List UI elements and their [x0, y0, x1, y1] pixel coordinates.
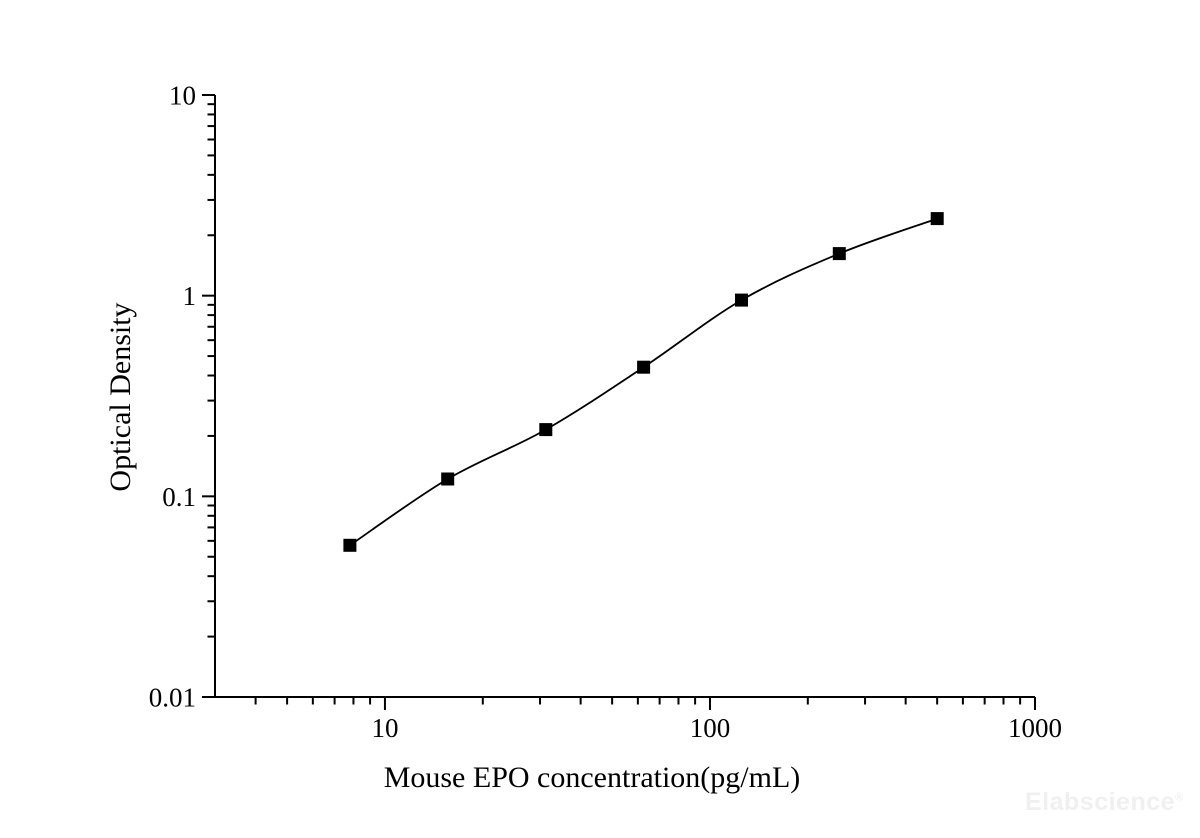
data-point-markers — [343, 212, 944, 552]
x-tick-label: 1000 — [1008, 713, 1062, 743]
y-tick-label: 0.01 — [149, 682, 196, 712]
data-point-marker — [343, 538, 357, 552]
x-tick-label: 10 — [371, 713, 398, 743]
data-point-marker — [441, 472, 455, 486]
standard-curve-line — [349, 217, 938, 547]
x-axis: 10 100 1000 — [254, 697, 1062, 743]
registered-mark-icon: ® — [1175, 791, 1184, 804]
data-point-marker — [539, 423, 553, 437]
axis-spines — [214, 95, 1035, 698]
data-point-marker — [832, 247, 846, 261]
y-axis-title: Optical Density — [104, 302, 137, 492]
watermark-text: Elabscience — [1025, 788, 1176, 816]
data-point-marker — [637, 360, 651, 374]
x-axis-title: Mouse EPO concentration(pg/mL) — [383, 761, 801, 794]
watermark-logo: Elabscience® — [1025, 788, 1184, 817]
y-axis: 10 1 0.1 0.01 — [149, 80, 215, 712]
data-point-marker — [735, 293, 748, 307]
y-tick-label: 0.1 — [162, 482, 196, 512]
y-tick-label: 1 — [183, 281, 197, 311]
x-tick-label: 100 — [690, 713, 731, 743]
y-tick-label: 10 — [169, 80, 196, 110]
data-point-marker — [930, 212, 944, 226]
